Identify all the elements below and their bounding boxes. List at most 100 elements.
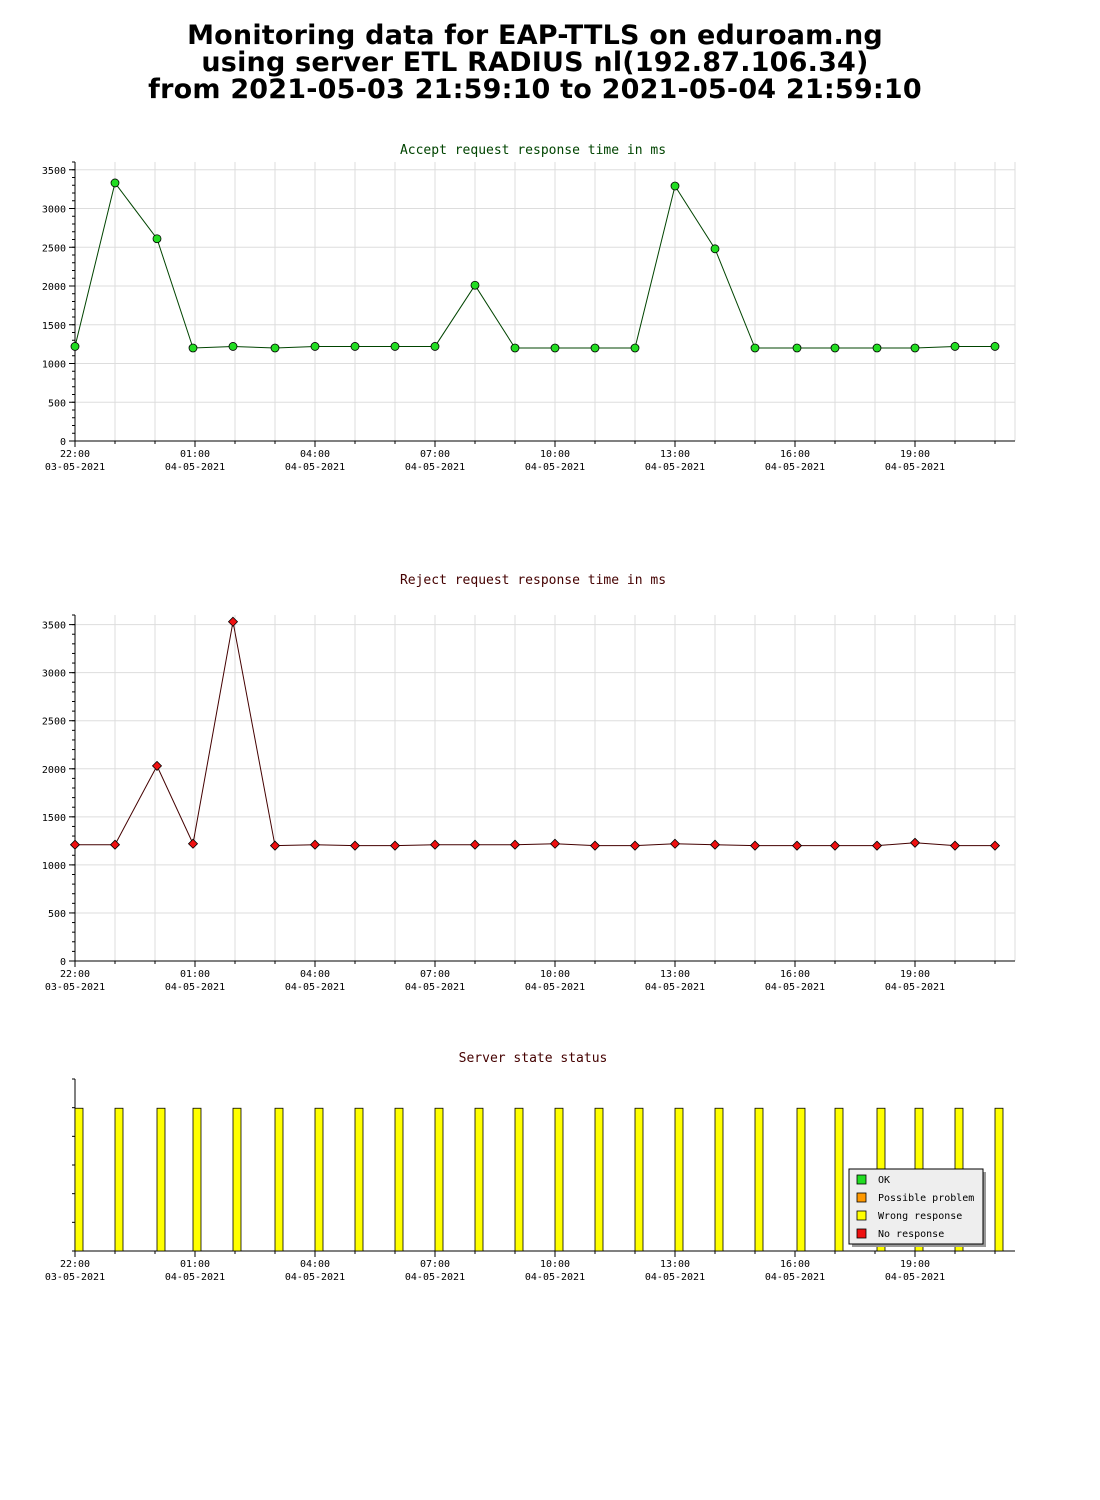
data-point (871, 840, 883, 851)
data-point (950, 342, 960, 351)
data-point (791, 840, 803, 851)
plot-area (75, 162, 1015, 441)
data-point (70, 342, 80, 351)
data-point (152, 234, 162, 244)
status-bar (834, 1107, 844, 1252)
page-title-line-1: Monitoring data for EAP-TTLS on eduroam.… (187, 20, 883, 51)
x-tick-time-label: 19:00 (900, 969, 930, 980)
page-title-line-3: from 2021-05-03 21:59:10 to 2021-05-04 2… (148, 74, 922, 105)
x-tick-time-label: 07:00 (420, 1259, 450, 1270)
legend-label: Wrong response (878, 1211, 962, 1222)
x-tick-time-label: 13:00 (660, 449, 690, 460)
x-tick-time-label: 16:00 (780, 1259, 810, 1270)
legend-swatch (856, 1174, 867, 1185)
data-point (509, 839, 521, 850)
x-tick-date-label: 04-05-2021 (645, 1272, 705, 1283)
data-point (550, 343, 560, 353)
status-bar (314, 1107, 324, 1252)
status-bar (554, 1107, 564, 1252)
legend (848, 1168, 984, 1245)
data-point (669, 838, 681, 849)
page-title: Monitoring data for EAP-TTLS on eduroam.… (0, 22, 1070, 103)
data-point (710, 244, 720, 254)
status-bar (634, 1107, 644, 1252)
data-point (187, 838, 199, 849)
x-tick-time-label: 10:00 (540, 1259, 570, 1270)
data-point (910, 343, 920, 353)
data-point (750, 343, 760, 353)
data-point (110, 178, 120, 188)
y-tick-label: 500 (48, 909, 66, 920)
legend-label: No response (878, 1229, 944, 1240)
data-point (590, 343, 600, 353)
data-point (309, 839, 321, 850)
x-tick-date-label: 03-05-2021 (45, 462, 105, 473)
data-point (830, 343, 840, 353)
status-bar (232, 1107, 242, 1252)
x-tick-date-label: 04-05-2021 (165, 982, 225, 993)
x-tick-date-label: 04-05-2021 (645, 462, 705, 473)
x-tick-time-label: 01:00 (180, 449, 210, 460)
data-point (470, 280, 480, 290)
data-point (269, 840, 281, 851)
y-tick-label: 2500 (42, 243, 66, 254)
x-tick-time-label: 04:00 (300, 969, 330, 980)
x-tick-time-label: 01:00 (180, 969, 210, 980)
data-point (430, 342, 440, 351)
data-point (188, 343, 198, 353)
x-tick-time-label: 16:00 (780, 969, 810, 980)
x-tick-time-label: 16:00 (780, 449, 810, 460)
status-bar (354, 1107, 364, 1252)
plot-area (75, 615, 1015, 961)
x-tick-date-label: 04-05-2021 (885, 982, 945, 993)
data-point (909, 837, 921, 848)
data-point (872, 343, 882, 353)
y-tick-label: 1500 (42, 813, 66, 824)
data-point (989, 840, 1001, 851)
page-title-line-2: using server ETL RADIUS nl(192.87.106.34… (201, 47, 869, 78)
accept-response-chart: Accept request response time in ms 0 500 10… (42, 143, 1016, 473)
x-tick-date-label: 04-05-2021 (885, 1272, 945, 1283)
x-tick-date-label: 04-05-2021 (525, 462, 585, 473)
status-bar (74, 1107, 84, 1252)
x-tick-date-label: 04-05-2021 (525, 982, 585, 993)
x-tick-time-label: 22:00 (60, 449, 90, 460)
legend-label: OK (878, 1175, 890, 1186)
status-bar (514, 1107, 524, 1252)
x-tick-date-label: 04-05-2021 (645, 982, 705, 993)
y-tick-label: 2000 (42, 282, 66, 293)
x-tick-date-label: 04-05-2021 (765, 982, 825, 993)
data-point (949, 840, 961, 851)
x-tick-date-label: 04-05-2021 (525, 1272, 585, 1283)
x-tick-time-label: 01:00 (180, 1259, 210, 1270)
status-bar (994, 1107, 1004, 1252)
x-tick-time-label: 10:00 (540, 449, 570, 460)
x-tick-date-label: 04-05-2021 (405, 982, 465, 993)
reject-response-chart: Reject request response time in ms 0 500 10… (42, 573, 1016, 993)
x-tick-date-label: 03-05-2021 (45, 1272, 105, 1283)
data-point (350, 342, 360, 351)
status-bar (156, 1107, 166, 1252)
status-bar (754, 1107, 764, 1252)
legend-swatch (856, 1228, 867, 1239)
x-tick-date-label: 04-05-2021 (165, 462, 225, 473)
data-point (227, 616, 239, 627)
status-bar (394, 1107, 404, 1252)
status-bar (714, 1107, 724, 1252)
status-bar (274, 1107, 284, 1252)
data-point (629, 840, 641, 851)
data-point (829, 840, 841, 851)
y-tick-label: 1000 (42, 360, 66, 371)
data-point (310, 342, 320, 351)
x-tick-time-label: 19:00 (900, 449, 930, 460)
x-tick-time-label: 22:00 (60, 969, 90, 980)
x-tick-time-label: 13:00 (660, 1259, 690, 1270)
chart-title: Server state status (459, 1051, 608, 1066)
x-tick-time-label: 10:00 (540, 969, 570, 980)
y-tick-label: 1500 (42, 321, 66, 332)
x-tick-date-label: 04-05-2021 (405, 1272, 465, 1283)
data-point (270, 343, 280, 353)
x-tick-time-label: 07:00 (420, 449, 450, 460)
series-line (75, 621, 995, 847)
legend-swatch (856, 1210, 867, 1221)
